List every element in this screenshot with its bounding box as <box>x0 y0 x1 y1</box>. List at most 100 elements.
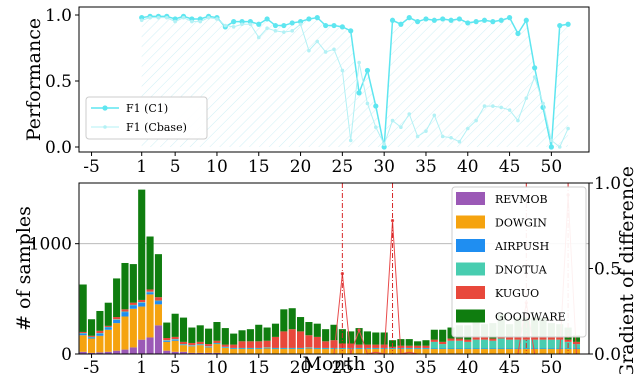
bar-goodware-1 <box>138 189 146 300</box>
data-point-cbase-38 <box>449 135 453 140</box>
data-point-c1-26 <box>348 28 354 34</box>
bar-dowgin-15 <box>255 349 263 354</box>
bar-dowgin-12 <box>230 349 238 354</box>
data-point-cbase-43 <box>491 104 495 108</box>
bar-airpush-20 <box>297 348 305 350</box>
bar-airpush-2 <box>146 292 154 295</box>
data-point-cbase-10 <box>215 17 219 21</box>
bar-airpush-33 <box>405 348 413 350</box>
bar-goodware-13 <box>238 330 246 342</box>
bar-airpush-3 <box>154 301 162 305</box>
bar-airpush-24 <box>330 348 338 350</box>
data-point-cbase-12 <box>231 25 236 29</box>
bar-dnotua-44 <box>497 338 505 349</box>
bar-airpush-9 <box>205 346 213 348</box>
bar-goodware-24 <box>330 324 338 341</box>
bar-airpush-48 <box>531 348 539 350</box>
bar-dowgin-22 <box>313 349 321 354</box>
bar-dnotua--1 <box>121 311 129 313</box>
bar-dowgin-52 <box>564 349 572 354</box>
bar-airpush-8 <box>196 344 204 346</box>
data-point-c1-25 <box>339 24 345 30</box>
data-point-cbase-31 <box>390 118 395 123</box>
bar-dowgin-10 <box>213 344 221 353</box>
bar-kuguo-42 <box>480 337 489 340</box>
bar-kuguo-28 <box>363 344 371 348</box>
data-point-cbase-8 <box>198 19 203 24</box>
data-point-c1-44 <box>498 17 504 23</box>
bar-airpush-46 <box>514 348 522 350</box>
bar-dowgin-37 <box>439 349 447 354</box>
bar-goodware-21 <box>305 322 313 336</box>
bar-airpush-45 <box>506 348 514 350</box>
bar-dowgin-39 <box>455 349 463 354</box>
bar-dowgin-42 <box>480 349 489 354</box>
bar-goodware--1 <box>121 262 129 310</box>
bar-airpush-39 <box>455 348 463 350</box>
bar-dowgin-35 <box>422 349 430 354</box>
data-point-cbase-28 <box>365 101 370 106</box>
bar-revmob-4 <box>163 350 171 354</box>
bar-dnotua--6 <box>79 333 87 334</box>
bar-airpush-38 <box>447 348 455 350</box>
bar-airpush--2 <box>113 319 121 324</box>
bar-dowgin-50 <box>547 349 555 354</box>
data-point-cbase-50 <box>549 138 554 143</box>
data-point-c1-42 <box>481 17 488 23</box>
bar-revmob-8 <box>196 352 204 354</box>
data-point-cbase-2 <box>148 15 152 20</box>
right-y-axis-label: Gradient of difference <box>616 166 638 374</box>
bar-dowgin-4 <box>163 341 171 351</box>
data-point-cbase-46 <box>516 118 520 123</box>
legend-label-f1-c1: F1 (C1) <box>126 102 168 115</box>
data-point-c1-17 <box>272 22 279 29</box>
bar-kuguo-6 <box>179 341 188 345</box>
series-line-f1-c1 <box>141 15 569 148</box>
bar-goodware-2 <box>146 236 154 290</box>
bar-dnotua-8 <box>196 344 204 345</box>
bar-dnotua-34 <box>414 347 422 349</box>
data-point-c1-18 <box>281 22 287 29</box>
bar-dnotua-50 <box>547 339 555 349</box>
data-point-cbase-9 <box>206 15 211 20</box>
bar-kuguo-51 <box>556 337 564 340</box>
top-x-tick-label: 10 <box>206 157 228 177</box>
top-x-tick-label: 45 <box>499 157 521 177</box>
bar-dnotua-48 <box>531 339 539 349</box>
bar-kuguo--3 <box>104 325 112 327</box>
data-point-c1-23 <box>323 22 329 29</box>
legend-swatch-revmob <box>456 192 485 205</box>
right-y-tick-label: 0.0 <box>594 345 621 365</box>
bar-goodware--3 <box>104 302 112 326</box>
bar-kuguo-19 <box>288 329 296 348</box>
bar-airpush-13 <box>238 348 246 350</box>
legend-label-revmob: REVMOB <box>495 193 548 206</box>
bar-kuguo-46 <box>514 337 522 340</box>
bar-kuguo-22 <box>313 336 321 348</box>
bar-dnotua-5 <box>171 339 179 340</box>
data-point-cbase-7 <box>190 19 194 24</box>
bar-goodware-7 <box>188 327 196 343</box>
bar-dowgin-41 <box>472 349 480 354</box>
bar-dowgin-29 <box>372 349 380 354</box>
bar-dnotua-23 <box>322 347 330 349</box>
data-point-cbase-13 <box>240 22 244 27</box>
bar-kuguo-33 <box>405 345 413 348</box>
bar-kuguo-49 <box>539 337 547 340</box>
bar-dowgin-9 <box>205 347 213 353</box>
bar-dnotua--4 <box>96 333 104 334</box>
bar-dnotua-31 <box>388 347 397 349</box>
bar-goodware-29 <box>372 332 380 345</box>
bottom-y-axis-label: # of samples <box>13 206 35 331</box>
bar-airpush-49 <box>539 348 547 350</box>
data-point-c1-52 <box>565 21 571 27</box>
bar-dowgin-7 <box>188 346 196 353</box>
bar-airpush-25 <box>338 348 346 350</box>
bar-goodware-3 <box>154 254 162 298</box>
bar-dnotua-9 <box>205 346 213 347</box>
bar-goodware-37 <box>439 329 447 342</box>
bar-dowgin-44 <box>497 349 505 354</box>
data-point-c1-30 <box>381 144 387 150</box>
bar-airpush--5 <box>87 337 96 339</box>
bar-revmob--1 <box>121 349 129 354</box>
